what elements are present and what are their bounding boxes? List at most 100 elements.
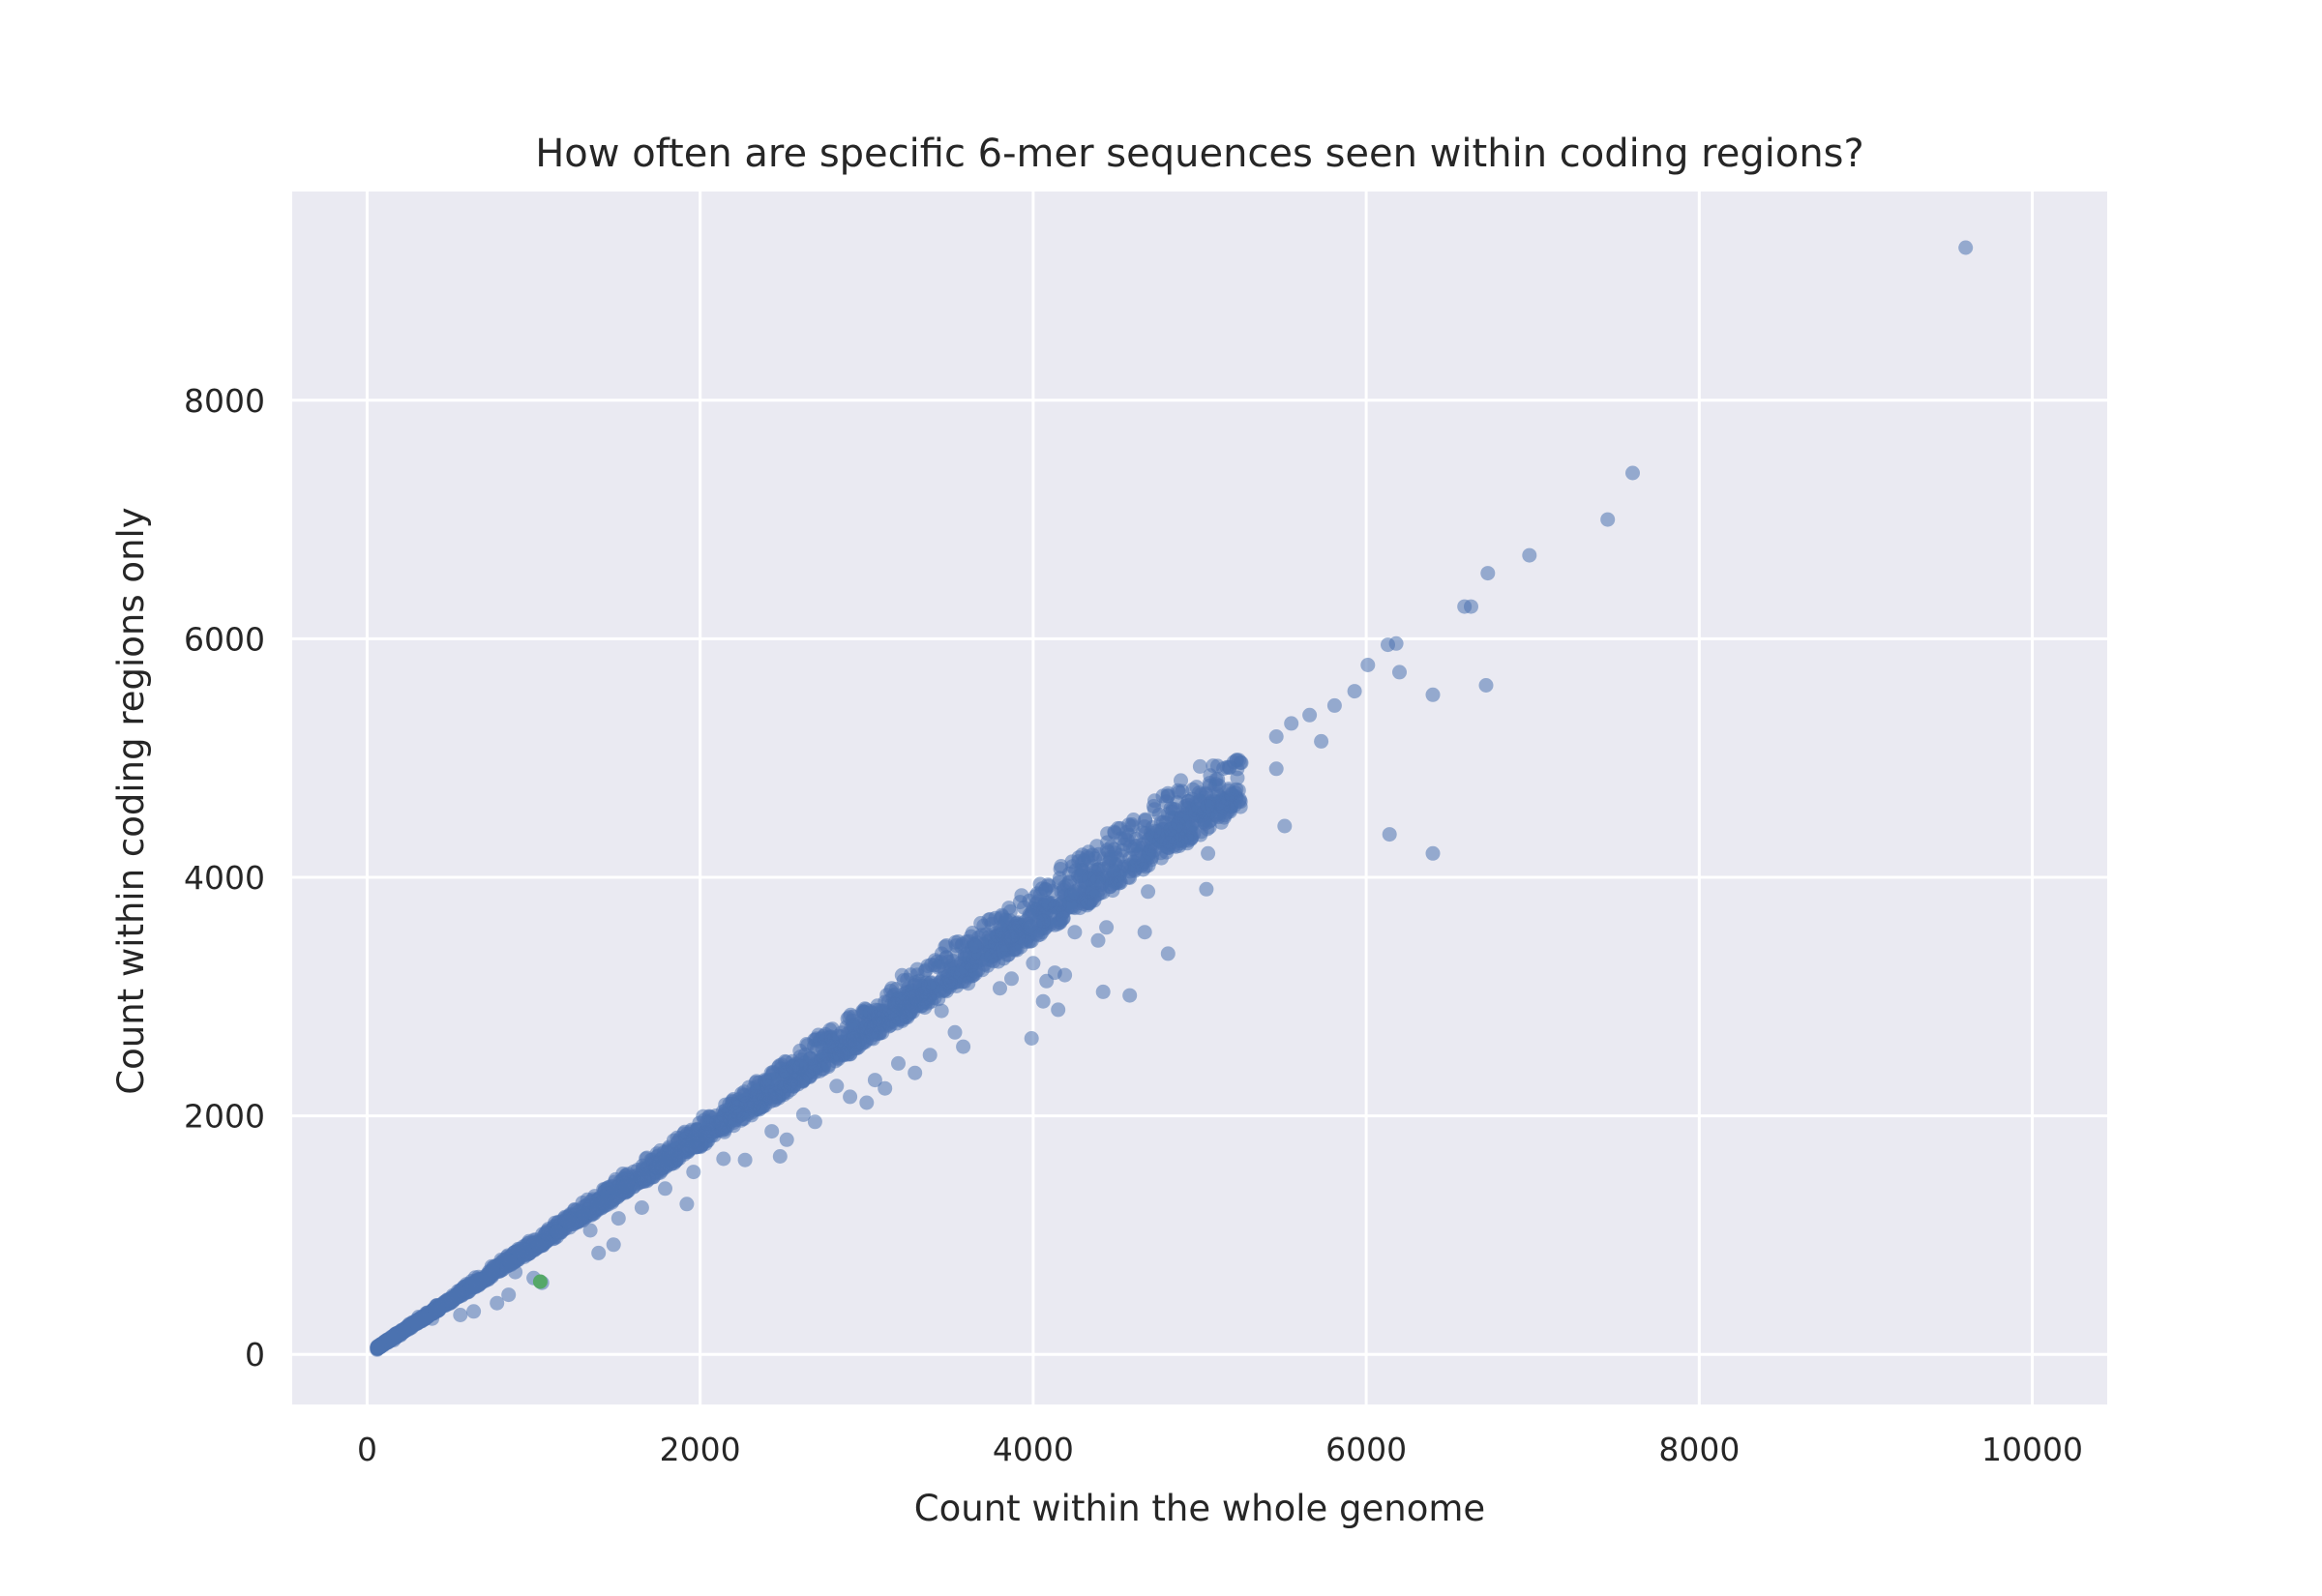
data-point — [1018, 934, 1033, 950]
data-point — [737, 1152, 753, 1167]
data-point — [1120, 870, 1136, 885]
data-point — [1089, 887, 1105, 902]
x-tick-label: 10000 — [1981, 1431, 2083, 1468]
x-tick-label: 4000 — [993, 1431, 1074, 1468]
data-point — [1522, 547, 1537, 563]
data-point — [1201, 845, 1216, 861]
data-point — [807, 1114, 822, 1130]
data-point — [842, 1010, 857, 1025]
data-point — [1012, 895, 1027, 910]
data-point — [1360, 658, 1376, 672]
data-point — [1160, 788, 1176, 804]
data-point — [1130, 838, 1146, 853]
data-point — [1062, 899, 1078, 914]
data-point — [1090, 932, 1106, 948]
data-point — [1425, 687, 1441, 702]
data-point — [511, 1244, 526, 1259]
data-point — [890, 991, 906, 1007]
y-tick-label: 0 — [245, 1336, 265, 1374]
data-point — [1099, 920, 1115, 935]
data-point — [582, 1223, 598, 1238]
data-point — [959, 961, 973, 977]
data-point — [1159, 844, 1175, 860]
data-point — [1230, 770, 1245, 785]
data-point — [1035, 993, 1051, 1009]
y-tick-label: 4000 — [184, 859, 265, 897]
data-point — [532, 1274, 548, 1289]
data-point — [425, 1311, 440, 1326]
data-point — [655, 1151, 670, 1167]
data-point — [409, 1315, 425, 1331]
data-point — [1284, 716, 1299, 731]
data-point — [610, 1211, 626, 1227]
data-point — [1137, 854, 1152, 870]
data-point — [639, 1151, 654, 1167]
data-point — [997, 931, 1012, 946]
data-point — [598, 1197, 613, 1213]
data-point — [1190, 798, 1206, 813]
data-point — [729, 1100, 745, 1115]
data-point — [898, 1009, 913, 1024]
data-point — [718, 1097, 733, 1112]
data-point — [453, 1308, 468, 1322]
data-point — [867, 1073, 882, 1088]
x-tick-label: 6000 — [1325, 1431, 1407, 1468]
data-point — [1171, 816, 1186, 831]
data-point — [934, 1003, 949, 1019]
data-point — [531, 1238, 547, 1254]
data-point — [1026, 956, 1041, 971]
data-point — [1174, 773, 1188, 788]
data-point — [1224, 786, 1239, 802]
data-point — [560, 1214, 576, 1228]
data-point — [956, 1039, 971, 1054]
data-point — [1122, 850, 1138, 866]
data-point — [795, 1107, 811, 1122]
data-point — [701, 1117, 717, 1133]
data-point — [858, 1020, 874, 1035]
data-point — [370, 1342, 385, 1357]
data-point — [993, 981, 1007, 996]
data-point — [1234, 755, 1249, 771]
data-point — [634, 1200, 649, 1215]
y-tick-label: 6000 — [184, 620, 265, 658]
data-point — [1392, 665, 1407, 680]
data-point — [979, 952, 995, 967]
data-point — [1172, 784, 1187, 800]
data-point — [1958, 240, 1974, 255]
data-point — [961, 976, 976, 991]
data-point — [636, 1171, 651, 1187]
data-point — [779, 1132, 794, 1147]
data-point — [1198, 815, 1213, 831]
data-point — [1160, 946, 1176, 961]
data-point — [502, 1254, 518, 1269]
data-point — [1028, 926, 1044, 941]
data-point — [934, 955, 949, 970]
data-point — [687, 1139, 702, 1155]
y-tick-label: 8000 — [184, 382, 265, 420]
data-point — [1080, 898, 1095, 913]
data-point — [968, 938, 982, 954]
data-point — [1141, 884, 1156, 900]
data-point — [843, 1089, 858, 1105]
data-point — [857, 1001, 873, 1017]
data-point — [1382, 827, 1397, 842]
data-point — [1146, 799, 1161, 813]
data-point — [1192, 758, 1207, 774]
data-point — [1081, 850, 1096, 866]
x-tick-label: 2000 — [660, 1431, 741, 1468]
data-point — [686, 1165, 701, 1180]
data-point — [1347, 684, 1362, 699]
data-point — [679, 1197, 695, 1212]
data-point — [766, 1072, 782, 1087]
data-point — [1480, 566, 1496, 581]
data-point — [1067, 925, 1083, 940]
data-point — [550, 1225, 565, 1240]
data-point — [764, 1124, 780, 1139]
data-point — [772, 1149, 788, 1164]
data-point — [620, 1173, 636, 1189]
y-tick-labels: 0 2000 4000 6000 8000 — [184, 382, 265, 1374]
data-point — [658, 1181, 672, 1197]
data-point — [466, 1304, 482, 1319]
data-point — [1122, 988, 1138, 1003]
data-point — [1160, 807, 1176, 822]
